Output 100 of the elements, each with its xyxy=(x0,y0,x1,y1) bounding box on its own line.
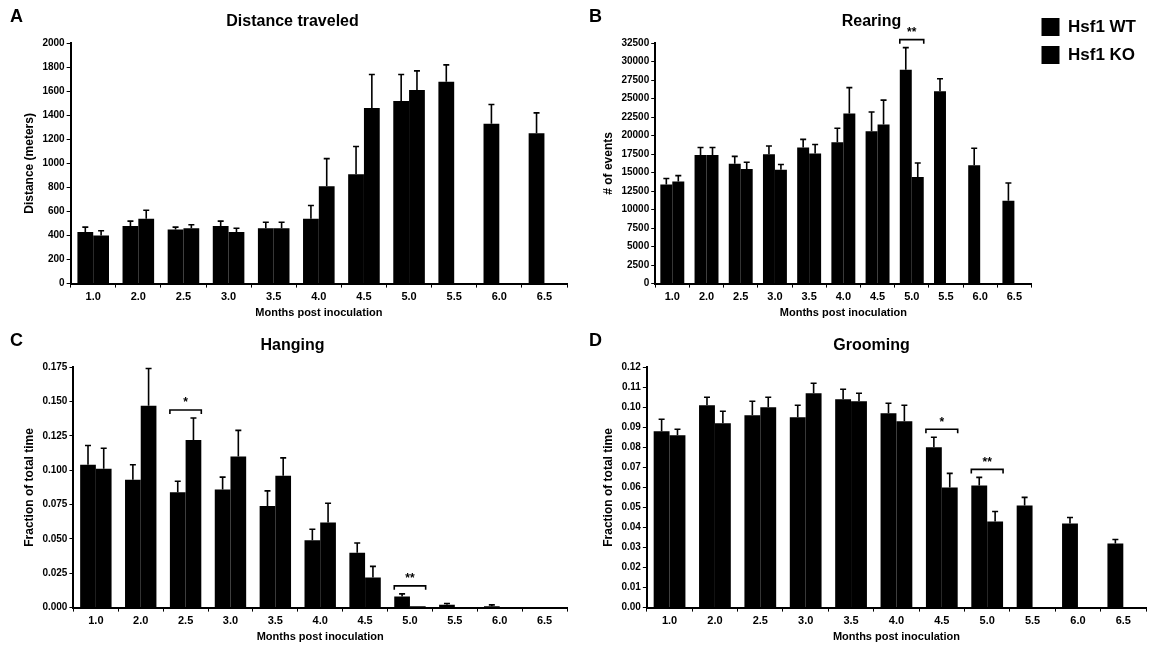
y-tick-label: 20000 xyxy=(621,129,650,141)
x-tick-label: 3.0 xyxy=(798,614,814,627)
y-tick-label: 0.07 xyxy=(621,461,642,473)
y-tick-label: 0 xyxy=(643,277,650,289)
y-tick-label: 1800 xyxy=(42,60,66,72)
y-tick-label: 15000 xyxy=(621,166,650,178)
y-tick-label: 0.050 xyxy=(42,532,68,544)
y-tick-label: 0.06 xyxy=(621,481,642,493)
y-tick-label: 600 xyxy=(47,205,66,217)
x-tick-label: 5.0 xyxy=(904,290,920,303)
legend-label: Hsf1 WT xyxy=(1068,16,1137,36)
x-axis-title: Months post inoculation xyxy=(256,630,385,643)
annotation: * xyxy=(939,414,945,429)
x-tick-label: 3.5 xyxy=(266,290,282,303)
x-tick-label: 6.5 xyxy=(536,614,553,627)
y-tick-label: 0.100 xyxy=(42,463,68,475)
y-tick-label: 17500 xyxy=(621,147,650,159)
x-tick-label: 2.5 xyxy=(752,614,768,627)
y-tick-label: 0.11 xyxy=(621,380,642,392)
y-tick-label: 2500 xyxy=(626,258,650,270)
y-tick-label: 5000 xyxy=(626,240,650,252)
y-tick-label: 25000 xyxy=(621,92,650,104)
y-axis-title: # of events xyxy=(600,131,615,195)
y-tick-label: 0.000 xyxy=(42,601,68,613)
y-tick-label: 0.10 xyxy=(621,401,642,413)
legend-label: Hsf1 KO xyxy=(1068,44,1136,64)
x-tick-label: 3.0 xyxy=(220,290,237,303)
x-tick-label: 1.0 xyxy=(661,614,678,627)
y-tick-label: 2000 xyxy=(42,36,66,48)
text: D xyxy=(589,330,602,351)
x-tick-label: 6.0 xyxy=(491,290,507,303)
x-tick-label: 4.5 xyxy=(356,290,372,303)
y-tick-label: 0.175 xyxy=(42,360,68,372)
y-tick-label: 0.12 xyxy=(621,360,642,372)
x-tick-label: 5.5 xyxy=(1024,614,1041,627)
x-tick-label: 6.5 xyxy=(536,290,553,303)
x-tick-label: 3.0 xyxy=(222,614,239,627)
y-axis-title: Fraction of total time xyxy=(600,427,615,547)
x-tick-label: 6.5 xyxy=(1006,290,1023,303)
y-tick-label: 0.02 xyxy=(621,561,642,573)
x-tick-label: 6.0 xyxy=(492,614,508,627)
x-tick-label: 2.0 xyxy=(130,290,146,303)
x-tick-label: 5.0 xyxy=(402,614,418,627)
x-tick-label: 4.0 xyxy=(835,290,851,303)
x-tick-label: 1.0 xyxy=(85,290,101,303)
x-tick-label: 6.0 xyxy=(1070,614,1086,627)
y-tick-label: 0.01 xyxy=(621,581,642,593)
y-tick-label: 30000 xyxy=(621,55,650,67)
y-tick-label: 27500 xyxy=(621,73,650,85)
x-tick-label: 1.0 xyxy=(664,290,680,303)
x-tick-label: 2.5 xyxy=(733,290,749,303)
annotation: * xyxy=(183,395,189,410)
x-tick-label: 3.0 xyxy=(767,290,783,303)
y-tick-label: 0.08 xyxy=(621,441,642,453)
x-tick-label: 2.5 xyxy=(175,290,192,303)
text: ** xyxy=(907,24,917,39)
x-axis-title: Months post inoculation xyxy=(779,306,908,319)
x-axis-title: Months post inoculation xyxy=(832,630,961,643)
y-tick-label: 22500 xyxy=(621,110,650,122)
x-tick-label: 6.5 xyxy=(1115,614,1131,627)
x-tick-label: 3.5 xyxy=(801,290,817,303)
y-tick-label: 0.075 xyxy=(42,498,68,510)
annotation: ** xyxy=(405,571,415,586)
x-tick-label: 5.5 xyxy=(446,290,462,303)
y-tick-label: 10000 xyxy=(621,203,650,215)
y-tick-label: 0.150 xyxy=(42,395,68,407)
x-tick-label: 2.5 xyxy=(177,614,194,627)
y-axis-title: Fraction of total time xyxy=(21,427,36,547)
y-tick-label: 200 xyxy=(47,253,66,265)
x-tick-label: 4.5 xyxy=(869,290,886,303)
y-tick-label: 800 xyxy=(47,181,66,193)
y-axis-title: Distance (meters) xyxy=(21,113,36,214)
chart-title: Distance traveled xyxy=(226,12,359,30)
x-tick-label: 4.0 xyxy=(312,614,328,627)
x-tick-label: 5.0 xyxy=(401,290,417,303)
y-tick-label: 1600 xyxy=(42,85,66,97)
text: A xyxy=(10,6,23,27)
x-tick-label: 1.0 xyxy=(88,614,104,627)
y-tick-label: 0.05 xyxy=(621,501,642,513)
x-tick-label: 4.5 xyxy=(934,614,950,627)
x-axis-title: Months post inoculation xyxy=(255,306,383,319)
y-tick-label: 0.025 xyxy=(42,567,68,579)
chart-title: Grooming xyxy=(833,336,910,354)
x-tick-label: 5.5 xyxy=(447,614,463,627)
y-tick-label: 0.03 xyxy=(621,541,642,553)
y-tick-label: 0.04 xyxy=(621,521,642,533)
y-tick-label: 0.125 xyxy=(42,429,68,441)
annotation: ** xyxy=(982,454,993,469)
x-tick-label: 2.0 xyxy=(133,614,149,627)
x-tick-label: 4.5 xyxy=(357,614,373,627)
y-tick-label: 12500 xyxy=(621,184,650,196)
chart-title: Hanging xyxy=(260,336,325,354)
x-tick-label: 4.0 xyxy=(311,290,327,303)
chart-title: Rearing xyxy=(841,12,902,30)
y-tick-label: 32500 xyxy=(621,36,650,48)
x-tick-label: 2.0 xyxy=(698,290,715,303)
y-tick-label: 7500 xyxy=(626,221,650,233)
y-tick-label: 1200 xyxy=(42,133,66,145)
y-tick-label: 0 xyxy=(59,277,66,289)
text: C xyxy=(10,330,23,351)
